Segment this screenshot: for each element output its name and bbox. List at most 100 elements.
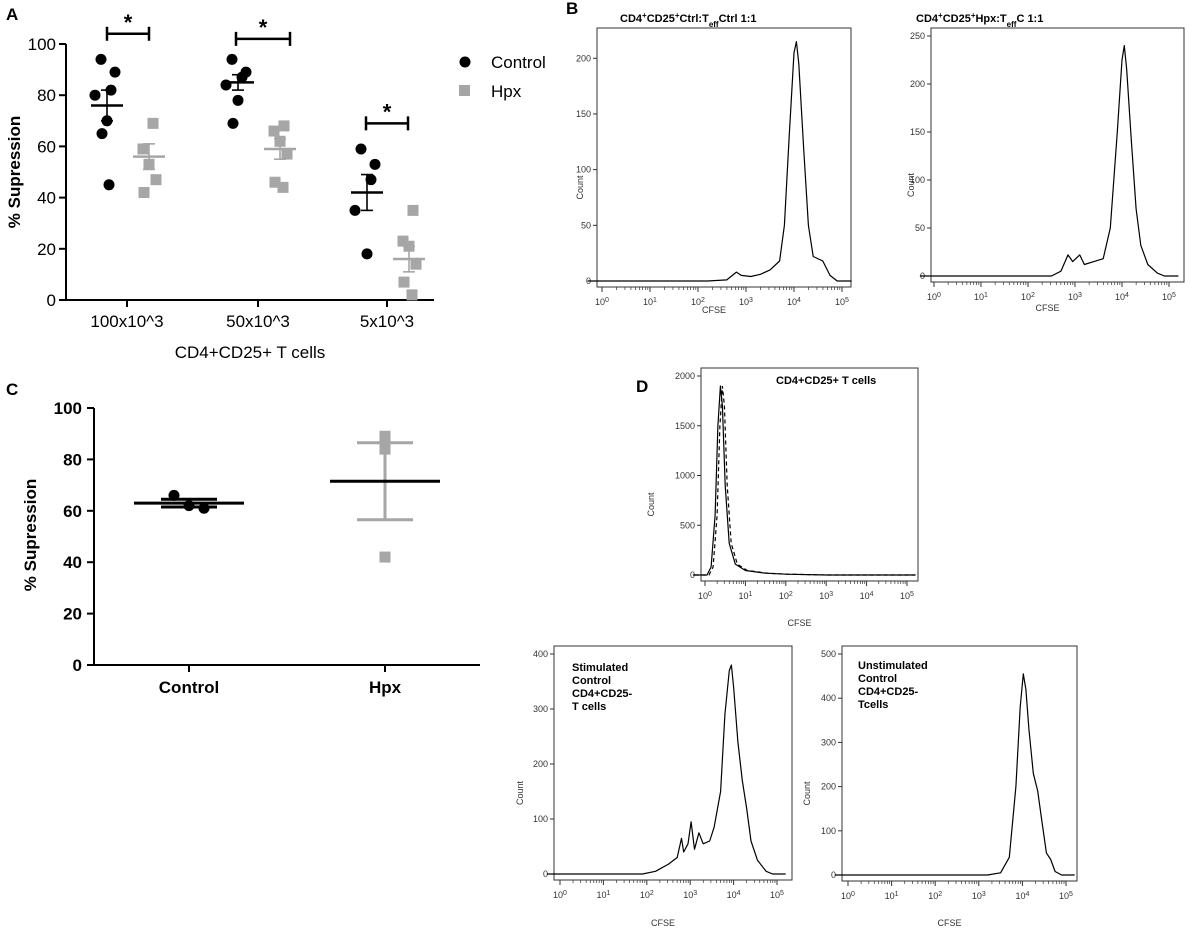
control-point xyxy=(89,89,101,101)
x-ticks: Control Hpx xyxy=(159,665,402,697)
x-axis-label: CFSE xyxy=(1035,303,1059,313)
histogram-trace-dashed xyxy=(694,385,918,576)
hpx-point xyxy=(278,120,290,132)
x-tick-label: 101 xyxy=(643,297,657,308)
x-tick-label: 105 xyxy=(1059,891,1073,902)
x-tick-label: 104 xyxy=(1115,292,1129,303)
x-tick-label: 101 xyxy=(974,292,988,303)
hpx-point xyxy=(138,186,150,198)
control-point xyxy=(103,179,115,191)
y-tick-label: 100 xyxy=(576,165,591,175)
panel-d: D CD4+CD25+ T cells Stimulated Control C… xyxy=(572,375,928,713)
x-tick-label: 102 xyxy=(640,890,654,901)
y-tick-label: 200 xyxy=(821,782,836,792)
hpx-point xyxy=(407,204,419,216)
y-tick-label: 150 xyxy=(576,109,591,119)
control-point xyxy=(227,117,239,129)
x-tick-label: 105 xyxy=(770,890,784,901)
y-tick-label: 200 xyxy=(576,53,591,63)
histogram-trace xyxy=(692,385,916,576)
significance-star: * xyxy=(124,10,133,35)
control-point xyxy=(95,53,107,65)
y-tick-label: 20 xyxy=(63,605,82,624)
x-tick-label: 104 xyxy=(860,591,874,602)
x-tick-label: 104 xyxy=(787,297,801,308)
x-tick-label: 103 xyxy=(739,297,753,308)
y-tick-label: 60 xyxy=(37,137,56,156)
y-tick-label: 1500 xyxy=(675,421,695,431)
y-tick-label: 100 xyxy=(821,826,836,836)
y-tick-label: 100 xyxy=(28,35,56,54)
control-point xyxy=(96,128,108,140)
y-tick-label: 0 xyxy=(47,291,56,310)
panel-b: B CD4+CD25+Ctrl:TeffCtrl 1:1 CD4+CD25+Hp… xyxy=(566,0,1043,29)
x-axis-label: CD4+CD25+ T cells xyxy=(175,343,326,362)
x-tick-label: 105 xyxy=(835,297,849,308)
x-tick-label: 103 xyxy=(683,890,697,901)
x-tick-label: 102 xyxy=(928,891,942,902)
x-tick-label: 103 xyxy=(819,591,833,602)
x-tick-label: 104 xyxy=(1015,891,1029,902)
legend: Control Hpx xyxy=(459,53,546,101)
y-tick-label: 40 xyxy=(63,553,82,572)
x-tick-label: 100 xyxy=(841,891,855,902)
y-axis-label: Count xyxy=(575,175,585,200)
x-tick-label: 105 xyxy=(900,591,914,602)
y-tick-label: 0 xyxy=(690,570,695,580)
x-tick-label: Hpx xyxy=(369,678,402,697)
histogram-trace xyxy=(587,41,852,282)
histogram-trace xyxy=(834,673,1075,876)
control-point xyxy=(355,143,367,155)
plot-frame xyxy=(930,27,1185,283)
control-point xyxy=(361,248,373,260)
control-point xyxy=(349,204,361,216)
x-tick-label: 102 xyxy=(691,297,705,308)
histogram-trace xyxy=(547,664,786,875)
histogram-d3: 0 100 200 300 400 500 100 101 102 103 104 105 CFSE Co… xyxy=(802,645,1078,928)
y-axis-label: Count xyxy=(802,781,812,806)
hpx-point xyxy=(147,117,159,129)
y-tick-label: 500 xyxy=(821,649,836,659)
y-tick-label: 400 xyxy=(533,649,548,659)
hpx-point xyxy=(379,551,391,563)
panel-c: C 0 20 40 60 80 100 Control Hpx % Supression xyxy=(6,380,480,697)
x-tick-label: Control xyxy=(159,678,219,697)
control-point xyxy=(232,94,244,106)
legend-control-marker xyxy=(459,56,471,68)
y-tick-label: 50 xyxy=(581,220,591,230)
y-axis-label: % Supression xyxy=(5,116,24,228)
y-tick-label: 500 xyxy=(680,520,695,530)
control-point xyxy=(369,158,381,170)
y-tick-label: 40 xyxy=(37,189,56,208)
hpx-point xyxy=(150,174,162,186)
y-tick-label: 80 xyxy=(37,86,56,105)
hpx-point xyxy=(379,430,391,442)
panel-letter-b: B xyxy=(566,0,578,18)
hpx-point xyxy=(277,181,289,193)
y-tick-label: 200 xyxy=(910,79,925,89)
y-tick-label: 200 xyxy=(533,759,548,769)
x-tick-label: 102 xyxy=(779,591,793,602)
hpx-point xyxy=(410,258,422,270)
y-tick-label: 0 xyxy=(543,869,548,879)
x-tick-label: 103 xyxy=(1068,292,1082,303)
y-tick-label: 60 xyxy=(63,502,82,521)
x-tick-label: 100 xyxy=(927,292,941,303)
control-point xyxy=(220,79,232,91)
histogram-d1: 0 500 1000 1500 2000 100 101 102 103 104 105 CFSE Co… xyxy=(646,367,919,628)
x-tick-label: 101 xyxy=(738,591,752,602)
x-tick-label: 101 xyxy=(596,890,610,901)
panel-letter-c: C xyxy=(6,380,18,399)
x-tick-label: 102 xyxy=(1021,292,1035,303)
y-tick-label: 250 xyxy=(910,31,925,41)
y-tick-label: 80 xyxy=(63,450,82,469)
hpx-point xyxy=(268,125,280,137)
y-tick-label: 100 xyxy=(910,175,925,185)
control-point xyxy=(109,66,121,78)
x-tick-label: 100 xyxy=(698,591,712,602)
panel-letter-a: A xyxy=(6,5,18,24)
x-axis-label: CFSE xyxy=(787,618,811,628)
